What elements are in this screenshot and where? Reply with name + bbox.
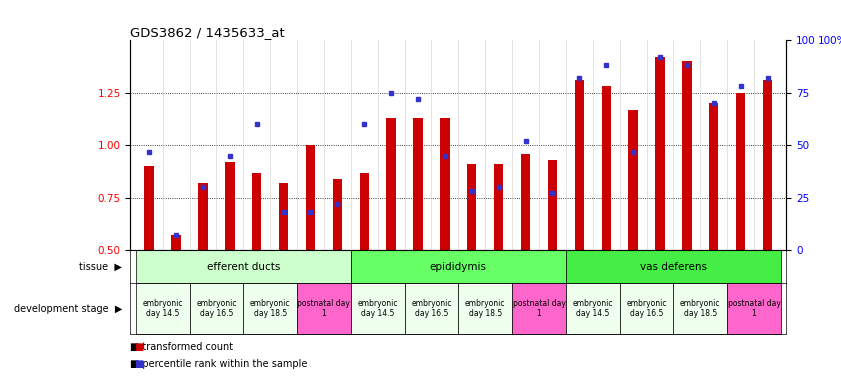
Bar bbox=[709, 103, 718, 250]
Text: postnatal day
1: postnatal day 1 bbox=[298, 299, 351, 318]
Bar bbox=[405, 283, 458, 334]
Bar bbox=[413, 118, 423, 250]
Bar bbox=[198, 183, 208, 250]
Text: embryonic
day 18.5: embryonic day 18.5 bbox=[250, 299, 290, 318]
Bar bbox=[566, 283, 620, 334]
Y-axis label: 100%: 100% bbox=[817, 36, 841, 46]
Bar bbox=[297, 283, 351, 334]
Bar bbox=[351, 250, 566, 283]
Text: tissue  ▶: tissue ▶ bbox=[79, 262, 122, 271]
Bar bbox=[601, 86, 611, 250]
Text: ■ transformed count: ■ transformed count bbox=[130, 342, 234, 352]
Bar bbox=[279, 183, 288, 250]
Text: epididymis: epididymis bbox=[430, 262, 487, 271]
Text: efferent ducts: efferent ducts bbox=[207, 262, 280, 271]
Bar bbox=[306, 145, 315, 250]
Bar bbox=[252, 172, 262, 250]
Bar bbox=[655, 57, 664, 250]
Text: embryonic
day 16.5: embryonic day 16.5 bbox=[627, 299, 667, 318]
Bar bbox=[521, 154, 531, 250]
Bar bbox=[225, 162, 235, 250]
Bar bbox=[243, 283, 297, 334]
Bar bbox=[682, 61, 691, 250]
Text: GDS3862 / 1435633_at: GDS3862 / 1435633_at bbox=[130, 26, 285, 39]
Bar bbox=[360, 172, 369, 250]
Bar bbox=[333, 179, 342, 250]
Bar bbox=[727, 283, 781, 334]
Bar bbox=[386, 118, 396, 250]
Bar bbox=[351, 283, 405, 334]
Bar bbox=[628, 109, 637, 250]
Bar bbox=[172, 235, 181, 250]
Bar bbox=[566, 250, 781, 283]
Bar bbox=[763, 80, 772, 250]
Bar bbox=[547, 160, 557, 250]
Text: development stage  ▶: development stage ▶ bbox=[13, 304, 122, 314]
Bar bbox=[135, 283, 189, 334]
Text: embryonic
day 14.5: embryonic day 14.5 bbox=[573, 299, 613, 318]
Bar bbox=[674, 283, 727, 334]
Text: embryonic
day 18.5: embryonic day 18.5 bbox=[680, 299, 721, 318]
Text: ■: ■ bbox=[135, 342, 144, 352]
Text: postnatal day
1: postnatal day 1 bbox=[512, 299, 565, 318]
Bar bbox=[574, 80, 584, 250]
Bar bbox=[512, 283, 566, 334]
Text: embryonic
day 16.5: embryonic day 16.5 bbox=[196, 299, 236, 318]
Text: embryonic
day 16.5: embryonic day 16.5 bbox=[411, 299, 452, 318]
Bar bbox=[135, 250, 351, 283]
Text: embryonic
day 14.5: embryonic day 14.5 bbox=[142, 299, 182, 318]
Bar bbox=[458, 283, 512, 334]
Bar bbox=[189, 283, 243, 334]
Bar bbox=[736, 93, 745, 250]
Bar bbox=[620, 283, 674, 334]
Text: vas deferens: vas deferens bbox=[640, 262, 707, 271]
Bar bbox=[467, 164, 477, 250]
Text: embryonic
day 14.5: embryonic day 14.5 bbox=[357, 299, 398, 318]
Text: embryonic
day 18.5: embryonic day 18.5 bbox=[465, 299, 505, 318]
Text: postnatal day
1: postnatal day 1 bbox=[727, 299, 780, 318]
Text: ■ percentile rank within the sample: ■ percentile rank within the sample bbox=[130, 359, 308, 369]
Bar bbox=[145, 166, 154, 250]
Bar bbox=[440, 118, 450, 250]
Bar bbox=[494, 164, 504, 250]
Text: ■: ■ bbox=[135, 359, 144, 369]
